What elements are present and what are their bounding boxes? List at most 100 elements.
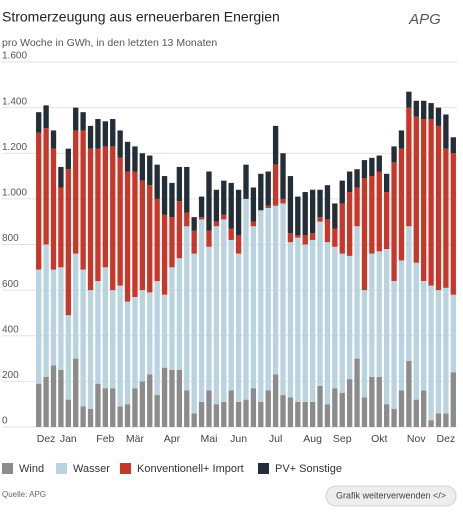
- bar-segment: [36, 132, 42, 270]
- bar-segment: [65, 148, 71, 170]
- bar-segment: [406, 107, 412, 227]
- bar-segment: [361, 397, 368, 427]
- reuse-button-label[interactable]: Grafik weiterverwenden </>: [336, 490, 446, 500]
- bar-segment: [265, 171, 271, 206]
- x-tick-label: Feb: [96, 433, 114, 445]
- y-tick-label: 800: [2, 233, 19, 244]
- bar-segment: [154, 281, 160, 396]
- bar-segment: [309, 233, 316, 240]
- bar-segment: [176, 369, 183, 427]
- bar-segment: [339, 180, 345, 204]
- bar-segment: [213, 404, 220, 427]
- bar-segment: [361, 290, 368, 398]
- bar-segment: [213, 189, 220, 222]
- bar-segment: [391, 146, 397, 163]
- bar-segment: [391, 162, 397, 281]
- bar-segment: [221, 401, 227, 427]
- bar-segment: [206, 171, 212, 231]
- bar-segment: [421, 100, 427, 120]
- x-tick-label: Nov: [407, 433, 426, 445]
- bar-segment: [413, 262, 419, 400]
- y-tick-label: 1.400: [2, 96, 27, 107]
- bar-segment: [280, 153, 286, 199]
- bar-segment: [287, 397, 294, 427]
- bar-segment: [250, 187, 257, 222]
- bar-segment: [73, 130, 79, 254]
- bar-segment: [287, 242, 294, 398]
- bar-segment: [147, 292, 153, 375]
- bar-segment: [384, 404, 390, 427]
- x-tick-label: Mär: [126, 433, 145, 445]
- bar-segment: [58, 166, 64, 188]
- bar-segment: [65, 169, 71, 316]
- bar-segment: [50, 365, 57, 427]
- y-tick-label: 400: [2, 324, 19, 335]
- bar-segment: [206, 230, 212, 247]
- bar-segment: [354, 358, 360, 427]
- y-tick-label: 1.600: [2, 51, 27, 62]
- logo: APG: [408, 11, 441, 28]
- legend-swatch: [2, 463, 13, 474]
- bar-segment: [280, 395, 286, 427]
- bar-segment: [317, 217, 323, 222]
- legend-swatch: [120, 463, 131, 474]
- bar-segment: [428, 103, 434, 120]
- x-tick-label: Okt: [371, 433, 387, 445]
- bar-segment: [317, 189, 323, 218]
- bar-segment: [369, 253, 375, 377]
- bar-segment: [346, 171, 353, 193]
- bar-segment: [450, 372, 456, 427]
- bar-segment: [435, 290, 442, 414]
- bar-segment: [332, 203, 338, 229]
- bar-segment: [58, 187, 64, 268]
- bar-segment: [80, 269, 86, 407]
- bar-segment: [191, 230, 197, 254]
- bar-segment: [124, 171, 131, 302]
- x-tick-label: Dez: [37, 433, 56, 445]
- bar-segment: [265, 208, 271, 391]
- bar-segment: [346, 255, 353, 380]
- bar-segment: [376, 251, 382, 377]
- bar-segment: [243, 399, 249, 427]
- bar-segment: [235, 253, 242, 402]
- bar-segment: [161, 367, 168, 427]
- bar-segment: [117, 157, 123, 286]
- bar-segment: [384, 249, 390, 405]
- bar-segment: [443, 148, 449, 288]
- bar-segment: [391, 408, 397, 427]
- bar-segment: [250, 388, 257, 427]
- bar-segment: [428, 285, 434, 421]
- bar-segment: [87, 408, 94, 427]
- bar-segment: [309, 401, 316, 427]
- bar-segment: [58, 369, 64, 427]
- x-tick-label: Apr: [164, 433, 181, 445]
- bar-segment: [235, 235, 242, 254]
- bar-segment: [147, 374, 153, 427]
- bar-segment: [443, 287, 449, 414]
- bar-segment: [450, 153, 456, 295]
- reuse-button[interactable]: [325, 485, 457, 507]
- bar-segment: [87, 125, 94, 149]
- bar-segment: [50, 130, 57, 149]
- bar-segment: [406, 360, 412, 427]
- bar-segment: [309, 189, 316, 234]
- bar-segment: [428, 420, 434, 427]
- bar-segment: [43, 128, 49, 245]
- bar-segment: [161, 214, 168, 295]
- bar-segment: [87, 290, 94, 409]
- bar-segment: [302, 235, 308, 245]
- bar-segment: [324, 404, 331, 427]
- bar-segment: [346, 192, 353, 256]
- bar-segment: [154, 164, 160, 199]
- bar-segment: [324, 219, 331, 243]
- bar-segment: [50, 269, 57, 366]
- x-tick-label: Aug: [303, 433, 322, 445]
- bar-segment: [36, 269, 42, 384]
- bar-segment: [361, 178, 368, 291]
- bar-segment: [413, 100, 419, 117]
- bar-segment: [384, 173, 390, 193]
- bar-segment: [302, 244, 308, 402]
- bar-segment: [139, 180, 146, 291]
- bar-segment: [376, 376, 382, 427]
- bar-segment: [198, 401, 205, 427]
